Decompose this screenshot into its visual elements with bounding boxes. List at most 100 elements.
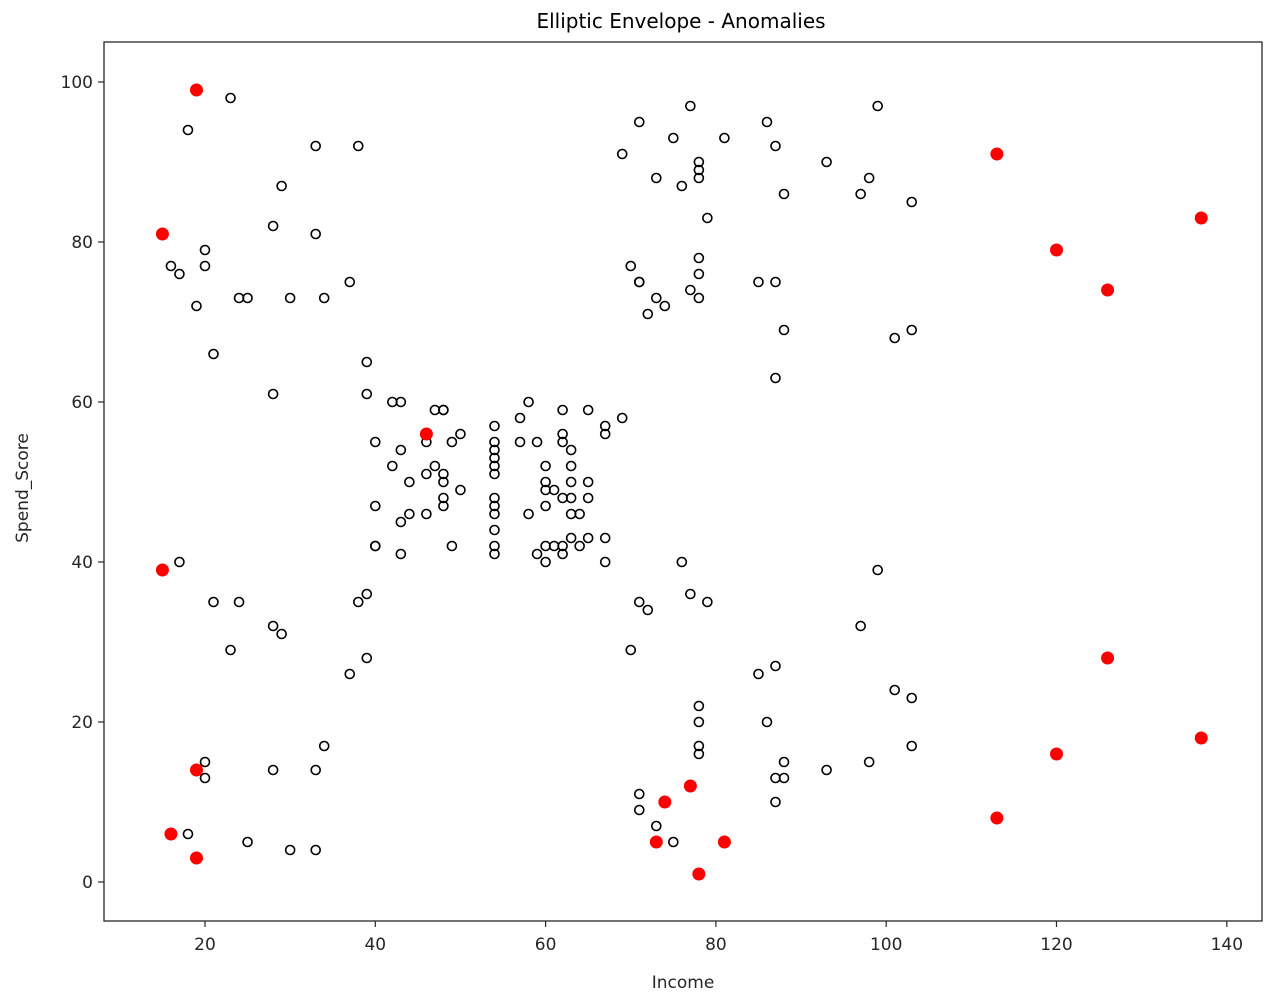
data-point — [693, 740, 705, 752]
data-point — [863, 172, 875, 184]
data-point — [702, 212, 713, 224]
data-point — [421, 508, 432, 520]
data-point — [565, 460, 577, 472]
data-point — [199, 244, 211, 256]
data-point — [778, 188, 790, 200]
data-point — [233, 596, 245, 608]
data-point — [548, 484, 560, 496]
anomaly-point — [155, 227, 169, 241]
data-point — [395, 444, 407, 456]
data-point — [676, 180, 688, 192]
data-point — [267, 388, 279, 400]
data-point — [199, 772, 211, 784]
data-point — [267, 764, 279, 776]
y-tick-label: 100 — [61, 73, 93, 93]
data-point — [693, 716, 705, 728]
data-point — [778, 324, 790, 336]
data-point — [438, 468, 449, 480]
data-point — [318, 292, 330, 304]
data-point — [540, 540, 551, 552]
data-point — [906, 324, 918, 336]
data-point — [284, 292, 296, 304]
data-point — [182, 828, 194, 840]
data-point — [489, 436, 500, 448]
anomaly-point — [717, 835, 731, 849]
data-point — [557, 428, 568, 440]
data-point — [565, 444, 577, 456]
data-point — [310, 228, 321, 240]
data-point — [906, 692, 918, 704]
x-tick-label: 120 — [1040, 935, 1072, 955]
data-point — [668, 836, 679, 848]
data-point — [361, 652, 373, 664]
data-point — [455, 428, 466, 440]
anomaly-point — [155, 563, 169, 577]
data-point — [616, 412, 628, 424]
data-point — [778, 756, 790, 768]
data-point — [361, 588, 373, 600]
anomaly-point — [683, 779, 697, 793]
data-point — [676, 556, 688, 568]
data-point — [514, 412, 526, 424]
data-point — [242, 836, 253, 848]
data-point — [582, 492, 594, 504]
anomaly-point — [649, 835, 663, 849]
x-tick-label: 80 — [705, 935, 727, 955]
data-point — [719, 132, 730, 144]
data-point — [174, 268, 185, 280]
anomaly-point — [1050, 243, 1063, 257]
data-point — [489, 548, 500, 560]
data-point — [685, 284, 696, 296]
data-point — [344, 276, 356, 288]
data-point — [770, 772, 781, 784]
data-point — [489, 468, 500, 480]
data-point — [548, 540, 560, 552]
data-point — [361, 356, 373, 368]
data-point — [191, 300, 202, 312]
data-point — [668, 132, 679, 144]
data-point — [565, 476, 577, 488]
data-point — [344, 668, 356, 680]
y-tick-label: 0 — [82, 873, 93, 893]
anomaly-point — [1194, 731, 1208, 745]
data-point — [821, 156, 832, 168]
data-point — [633, 276, 645, 288]
data-point — [438, 492, 449, 504]
data-point — [565, 508, 577, 520]
data-point — [361, 388, 373, 400]
data-point — [489, 492, 500, 504]
data-point — [438, 500, 449, 512]
anomaly-point — [1101, 283, 1115, 297]
data-point — [770, 660, 781, 672]
data-point — [276, 628, 287, 640]
data-point — [310, 844, 321, 856]
data-point — [557, 404, 568, 416]
data-point — [582, 476, 594, 488]
data-point — [531, 436, 543, 448]
data-point — [233, 292, 245, 304]
anomaly-point — [189, 763, 203, 777]
data-point — [906, 740, 918, 752]
data-point — [650, 820, 662, 832]
data-point — [438, 404, 449, 416]
x-tick-label: 60 — [535, 935, 557, 955]
anomaly-point — [189, 851, 203, 865]
data-point — [650, 172, 662, 184]
y-tick-label: 60 — [71, 393, 93, 413]
y-axis-ticks: 0 20 40 60 80 100 — [61, 73, 104, 893]
data-point — [523, 396, 534, 408]
data-point — [855, 620, 866, 632]
data-point — [199, 260, 211, 272]
anomaly-point — [189, 83, 203, 97]
data-point — [693, 700, 705, 712]
data-point — [557, 540, 568, 552]
data-point — [387, 460, 398, 472]
data-point — [395, 396, 407, 408]
data-point — [633, 804, 645, 816]
data-point — [395, 548, 407, 560]
data-point — [489, 500, 500, 512]
data-point — [438, 476, 449, 488]
data-point — [523, 508, 534, 520]
data-point — [489, 460, 500, 472]
data-point — [446, 540, 458, 552]
